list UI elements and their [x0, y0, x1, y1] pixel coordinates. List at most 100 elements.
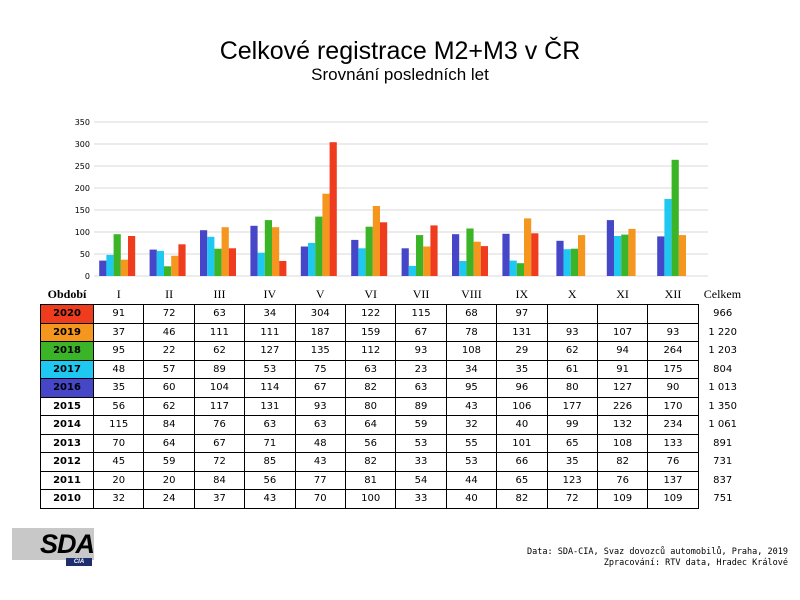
total-cell: 751 — [713, 493, 733, 505]
y-tick-label: 50 — [80, 250, 90, 259]
bar-2017-III — [207, 236, 215, 276]
bar-2018-VIII — [466, 228, 474, 276]
value-cell: 93 — [395, 341, 447, 361]
total-cell: 731 — [713, 456, 733, 468]
month-header: V — [315, 286, 325, 301]
y-tick-label: 250 — [75, 162, 90, 171]
bar-2020-IX — [531, 233, 539, 276]
value-cell: 63 — [193, 304, 246, 324]
value-cell: 101 — [496, 433, 548, 453]
value-cell — [546, 304, 598, 324]
value-cell: 170 — [647, 396, 699, 416]
value-cell: 115 — [395, 304, 447, 324]
value-cell: 84 — [193, 470, 246, 490]
table-header-row: Období I II III IV V VI VII VIII IX X XI XII Celkem — [41, 284, 748, 305]
value-cell: 97 — [496, 304, 548, 324]
table-row: 2010 32 24 37 43 70 100 33 40 82 72 109 109 751 — [40, 489, 748, 509]
value-cell: 234 — [647, 415, 699, 435]
value-cell: 80 — [344, 396, 397, 416]
value-cell: 56 — [92, 396, 145, 416]
value-cell: 70 — [294, 489, 346, 509]
bar-2016-II — [149, 249, 157, 276]
value-cell: 67 — [395, 322, 447, 342]
value-cell: 91 — [92, 304, 145, 324]
bar-2017-I — [106, 254, 114, 276]
bar-2019-IV — [272, 227, 280, 276]
month-header: VIII — [461, 286, 482, 301]
value-cell: 66 — [496, 452, 548, 472]
y-tick-label: 300 — [75, 140, 90, 149]
logo-background — [12, 528, 94, 560]
bar-2016-I — [99, 260, 107, 276]
month-header: VI — [364, 286, 377, 301]
value-cell: 40 — [496, 415, 548, 435]
bar-2019-V — [322, 193, 330, 276]
value-cell: 37 — [92, 322, 145, 342]
bar-2018-III — [214, 248, 222, 276]
year-label: 2011 — [40, 470, 94, 490]
value-cell: 104 — [193, 378, 246, 398]
bar-2019-XI — [628, 228, 636, 276]
bar-2020-III — [228, 248, 236, 276]
bar-2019-I — [120, 259, 128, 276]
year-label: 2013 — [40, 433, 94, 453]
source-line-2: Zpracování: RTV data, Hradec Králové — [603, 558, 788, 568]
value-cell: 67 — [193, 433, 246, 453]
value-cell: 115 — [92, 415, 145, 435]
value-cell: 53 — [445, 452, 498, 472]
value-cell: 226 — [596, 396, 649, 416]
value-cell: 82 — [344, 378, 397, 398]
month-header: II — [165, 286, 174, 301]
bar-2019-VI — [372, 206, 380, 276]
value-cell: 112 — [344, 341, 397, 361]
value-cell: 80 — [546, 378, 598, 398]
value-cell: 77 — [294, 470, 346, 490]
bar-2016-XII — [657, 236, 665, 276]
value-cell: 64 — [344, 415, 397, 435]
value-cell: 81 — [344, 470, 397, 490]
table-row: 2020 91 72 63 34 304 122 115 68 97 966 — [40, 304, 748, 324]
value-cell: 33 — [395, 489, 447, 509]
value-cell: 82 — [596, 452, 649, 472]
year-label: 2015 — [40, 396, 94, 416]
bar-2018-V — [315, 216, 323, 276]
value-cell: 108 — [445, 341, 498, 361]
value-cell: 64 — [143, 433, 195, 453]
bar-2019-VII — [423, 246, 431, 276]
value-cell: 56 — [244, 470, 296, 490]
value-cell: 100 — [344, 489, 397, 509]
table-row: 2013 70 64 67 71 48 56 53 55 101 65 108 133 891 — [40, 433, 748, 453]
month-header: IV — [263, 286, 277, 301]
total-cell: 1 220 — [708, 326, 737, 338]
value-cell: 35 — [546, 452, 598, 472]
value-cell: 107 — [596, 322, 649, 342]
month-header: III — [213, 286, 226, 301]
table-row: 2014 115 84 76 63 63 64 59 32 40 99 132 234 1 061 — [40, 415, 748, 435]
value-cell: 127 — [596, 378, 649, 398]
bar-2018-XII — [671, 159, 679, 276]
value-cell: 53 — [244, 359, 296, 379]
total-cell: 1 013 — [708, 382, 737, 394]
value-cell: 43 — [244, 489, 296, 509]
value-cell: 94 — [596, 341, 649, 361]
total-cell: 891 — [713, 437, 733, 449]
value-cell: 99 — [546, 415, 598, 435]
bar-2020-II — [178, 244, 186, 276]
bar-2016-III — [200, 230, 208, 276]
value-cell: 32 — [445, 415, 498, 435]
bar-2017-IV — [257, 252, 265, 276]
bar-2020-VII — [430, 225, 438, 276]
bar-2017-VII — [408, 265, 416, 276]
value-cell: 57 — [143, 359, 195, 379]
value-cell: 35 — [92, 378, 145, 398]
value-cell: 62 — [143, 396, 195, 416]
value-cell: 75 — [294, 359, 346, 379]
value-cell: 71 — [244, 433, 296, 453]
value-cell: 304 — [294, 304, 346, 324]
value-cell: 95 — [445, 378, 498, 398]
value-cell: 34 — [244, 304, 296, 324]
year-label: 2014 — [40, 415, 94, 435]
year-label: 2012 — [40, 452, 94, 472]
value-cell: 55 — [445, 433, 498, 453]
bar-2016-VI — [351, 239, 359, 276]
